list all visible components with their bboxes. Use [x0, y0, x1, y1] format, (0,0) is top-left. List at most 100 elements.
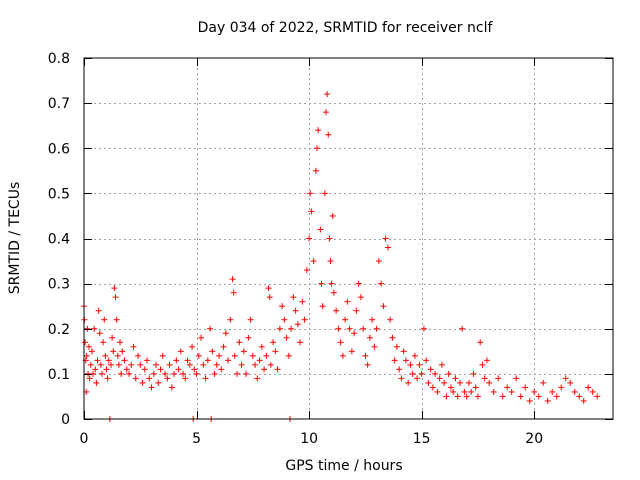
data-point: [317, 226, 324, 233]
data-point: [479, 361, 486, 368]
data-point: [130, 343, 137, 350]
data-point: [171, 370, 178, 377]
plot-frame: [83, 57, 614, 420]
data-point: [526, 397, 533, 404]
data-point: [344, 298, 351, 305]
data-point: [180, 370, 187, 377]
data-point: [95, 307, 102, 314]
data-point: [164, 375, 171, 382]
y-tick-label: 0.2: [48, 322, 70, 338]
data-point: [553, 393, 560, 400]
data-point: [389, 334, 396, 341]
y-tick-label: 0.4: [48, 232, 70, 248]
data-point: [420, 325, 427, 332]
data-point: [159, 352, 166, 359]
data-point: [327, 258, 334, 265]
data-point: [285, 352, 292, 359]
data-point: [351, 330, 358, 337]
data-point: [175, 366, 182, 373]
data-point: [218, 366, 225, 373]
data-points: [81, 91, 601, 422]
data-point: [562, 375, 569, 382]
data-point: [85, 343, 92, 350]
data-point: [177, 348, 184, 355]
data-point: [279, 303, 286, 310]
data-point: [313, 145, 320, 152]
data-point: [470, 370, 477, 377]
data-point: [83, 352, 90, 359]
data-point: [328, 280, 335, 287]
data-point: [468, 388, 475, 395]
data-point: [315, 127, 322, 134]
data-point: [522, 384, 529, 391]
data-point: [387, 316, 394, 323]
data-point: [254, 375, 261, 382]
data-point: [571, 388, 578, 395]
data-point: [86, 375, 93, 382]
data-point: [82, 339, 89, 346]
data-point: [87, 361, 94, 368]
y-tick-label: 0.6: [48, 141, 70, 157]
data-point: [195, 352, 202, 359]
data-point: [416, 361, 423, 368]
data-point: [360, 325, 367, 332]
data-point: [346, 325, 353, 332]
data-point: [168, 384, 175, 391]
data-point: [261, 366, 268, 373]
data-point: [355, 280, 362, 287]
data-point: [366, 334, 373, 341]
data-point: [436, 375, 443, 382]
data-point: [166, 361, 173, 368]
data-point: [263, 352, 270, 359]
data-point: [558, 384, 565, 391]
data-point: [137, 361, 144, 368]
data-point: [364, 361, 371, 368]
data-point: [103, 366, 110, 373]
data-point: [92, 366, 99, 373]
data-point: [326, 235, 333, 242]
data-point: [182, 375, 189, 382]
data-point: [474, 393, 481, 400]
data-point: [274, 366, 281, 373]
data-point: [216, 352, 223, 359]
data-point: [109, 334, 116, 341]
data-point: [236, 339, 243, 346]
data-point: [483, 357, 490, 364]
data-point: [375, 258, 382, 265]
data-point: [209, 348, 216, 355]
data-point: [312, 167, 319, 174]
data-point: [384, 244, 391, 251]
data-point: [432, 370, 439, 377]
data-point: [141, 366, 148, 373]
data-point: [96, 330, 103, 337]
data-point: [353, 307, 360, 314]
data-point: [99, 370, 106, 377]
data-point: [191, 366, 198, 373]
x-tick-label: 0: [80, 431, 89, 447]
data-point: [423, 357, 430, 364]
data-point: [400, 348, 407, 355]
data-point: [318, 280, 325, 287]
data-point: [294, 321, 301, 328]
data-point: [405, 379, 412, 386]
x-tick-label: 15: [413, 431, 431, 447]
data-point: [132, 375, 139, 382]
data-point: [504, 384, 511, 391]
data-point: [382, 235, 389, 242]
data-point: [477, 339, 484, 346]
y-axis-label: SRMTID / TECUs: [7, 182, 23, 295]
data-point: [414, 375, 421, 382]
data-point: [434, 388, 441, 395]
y-tick-label: 0.8: [48, 51, 70, 67]
data-point: [114, 352, 121, 359]
y-tick-label: 0.3: [48, 277, 70, 293]
data-point: [499, 393, 506, 400]
data-point: [330, 289, 337, 296]
data-point: [220, 343, 227, 350]
x-axis-label: GPS time / hours: [285, 458, 402, 474]
data-point: [104, 375, 111, 382]
data-point: [452, 375, 459, 382]
data-point: [481, 375, 488, 382]
data-point: [495, 375, 502, 382]
data-point: [371, 343, 378, 350]
